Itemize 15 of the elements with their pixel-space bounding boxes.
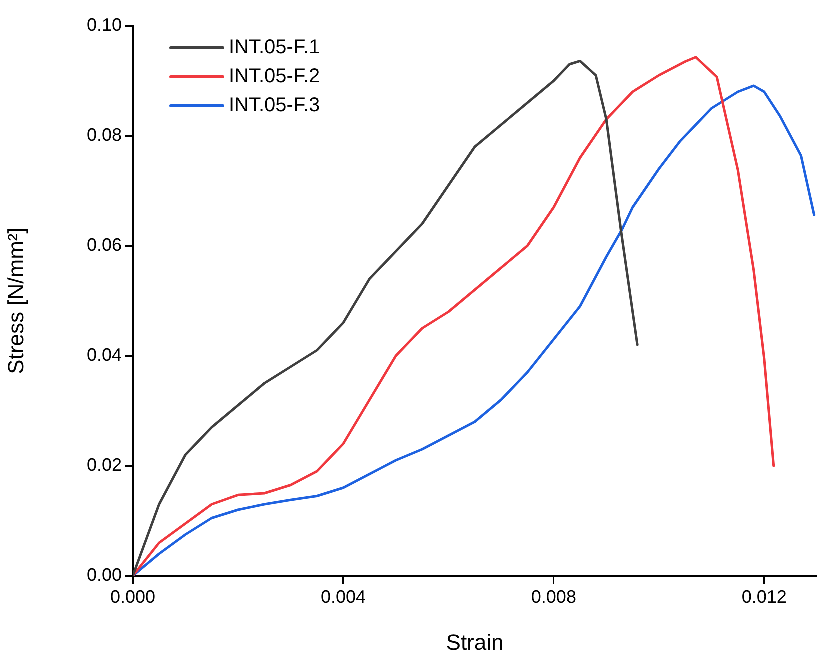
y-tick-label: 0.06: [86, 234, 122, 255]
legend-label: INT.05-F.2: [229, 66, 320, 88]
legend-label: INT.05-F.3: [229, 94, 320, 117]
y-tick-label: 0.10: [86, 14, 122, 35]
x-tick-label: 0.000: [110, 586, 156, 607]
y-tick-label: 0.02: [86, 454, 122, 475]
x-tick-label: 0.004: [320, 586, 366, 607]
y-tick-label: 0.04: [86, 344, 122, 365]
legend-label: INT.05-F.1: [229, 36, 320, 59]
y-axis-title: Stress [N/mm²]: [3, 228, 28, 374]
y-tick-label: 0.00: [86, 564, 122, 585]
x-axis-title: Strain: [446, 630, 504, 655]
x-tick-label: 0.012: [742, 586, 787, 607]
x-tick-label: 0.008: [531, 586, 576, 607]
y-tick-label: 0.08: [86, 124, 122, 145]
